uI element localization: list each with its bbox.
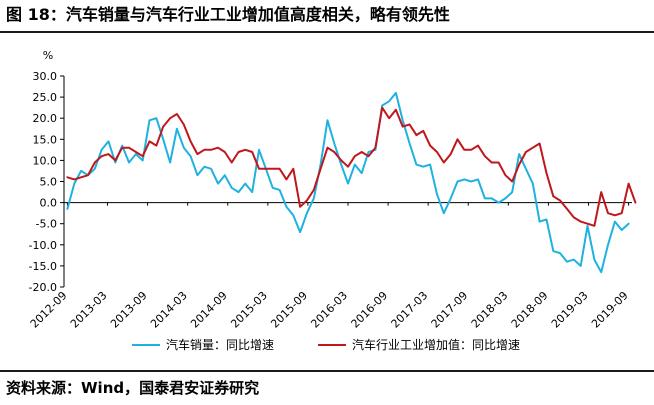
y-tick-label: 10.0 xyxy=(33,154,58,167)
x-tick-label: 2015-03 xyxy=(228,289,270,331)
y-tick-label: 15.0 xyxy=(33,133,58,146)
x-tick-label: 2014-03 xyxy=(148,289,190,331)
series-line-auto-industry-value-added xyxy=(66,106,637,227)
x-tick-label: 2014-09 xyxy=(188,289,230,331)
source-note: 资料来源：Wind，国泰君安证券研究 xyxy=(6,379,260,397)
y-tick-label: 0.0 xyxy=(40,197,58,210)
x-tick-label: 2018-03 xyxy=(469,289,511,331)
y-tick-label: -10.0 xyxy=(29,239,57,252)
y-tick-label: -5.0 xyxy=(36,218,57,231)
legend-label: 汽车行业工业增加值：同比增速 xyxy=(352,337,520,352)
y-axis-unit: % xyxy=(43,49,53,62)
y-tick-label: 30.0 xyxy=(33,70,58,83)
y-tick-label: 5.0 xyxy=(40,176,58,189)
y-tick-label: 20.0 xyxy=(33,112,58,125)
x-tick-label: 2017-03 xyxy=(389,289,431,331)
series-lines xyxy=(66,91,637,274)
x-tick-label: 2019-09 xyxy=(589,289,631,331)
x-tick-label: 2019-03 xyxy=(549,289,591,331)
y-tick-label: -20.0 xyxy=(29,281,57,294)
source-rule xyxy=(0,370,654,372)
x-tick-label: 2013-03 xyxy=(68,289,110,331)
legend-label: 汽车销量：同比增速 xyxy=(166,337,274,352)
figure-title: 图 18：汽车销量与汽车行业工业增加值高度相关，略有领先性 xyxy=(6,5,450,24)
legend: 汽车销量：同比增速 汽车行业工业增加值：同比增速 xyxy=(132,337,520,352)
title-rule xyxy=(0,31,654,33)
y-tick-label: -15.0 xyxy=(29,260,57,273)
series-line-auto-sales xyxy=(66,91,630,274)
x-tick-label: 2018-09 xyxy=(509,289,551,331)
y-tick-label: 25.0 xyxy=(33,91,58,104)
line-chart: % 30.0 25.0 20.0 15.0 10.0 5.0 0.0 -5.0 -10.0 -15.… xyxy=(28,49,637,352)
x-tick-label: 2016-09 xyxy=(349,289,391,331)
x-tick-label: 2015-09 xyxy=(268,289,310,331)
x-tick-label: 2013-09 xyxy=(108,289,150,331)
x-tick-label: 2017-09 xyxy=(429,289,471,331)
y-axis: % 30.0 25.0 20.0 15.0 10.0 5.0 0.0 -5.0 -10.0 -15.… xyxy=(29,49,65,294)
x-tick-label: 2012-09 xyxy=(28,289,70,331)
x-tick-label: 2016-03 xyxy=(308,289,350,331)
